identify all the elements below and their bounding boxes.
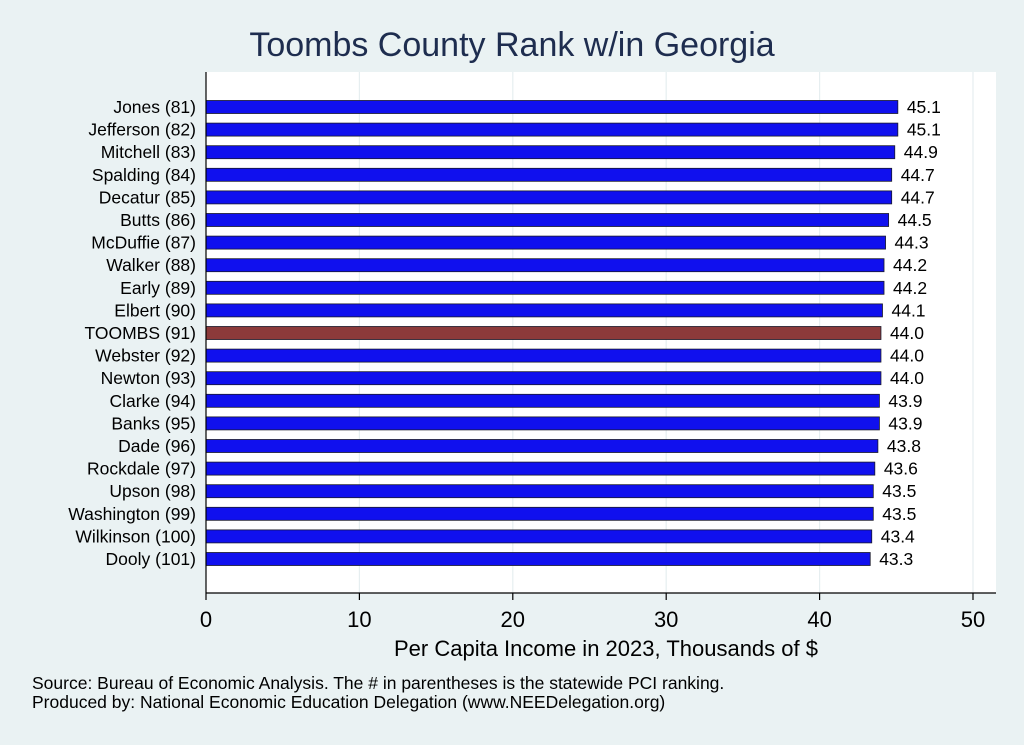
x-tick-label: 40 [807, 607, 831, 632]
value-label: 43.3 [879, 549, 913, 569]
bar [205, 506, 874, 521]
bar [205, 552, 871, 566]
source-note: Source: Bureau of Economic Analysis. The… [32, 673, 725, 693]
value-label: 44.2 [893, 278, 927, 298]
bar [205, 371, 882, 386]
value-label: 45.1 [907, 97, 941, 117]
value-labels: 45.145.144.944.744.744.544.344.244.244.1… [879, 97, 941, 569]
category-label: Newton (93) [101, 368, 196, 388]
category-label: Washington (99) [68, 504, 196, 524]
bar [205, 303, 883, 318]
bar [205, 348, 882, 363]
value-label: 43.6 [884, 459, 918, 479]
category-label: TOOMBS (91) [84, 323, 196, 343]
bar [205, 122, 899, 137]
bar [205, 280, 885, 295]
producer-note: Produced by: National Economic Education… [32, 692, 666, 712]
x-tick-label: 0 [200, 607, 212, 632]
bar-highlight [205, 326, 882, 340]
value-label: 44.7 [901, 165, 935, 185]
x-tick-label: 30 [654, 607, 678, 632]
bar [205, 235, 886, 250]
value-label: 44.1 [891, 300, 925, 320]
value-label: 44.0 [890, 323, 924, 343]
bar [205, 393, 880, 408]
x-axis-title: Per Capita Income in 2023, Thousands of … [394, 636, 818, 661]
value-label: 43.9 [888, 391, 922, 411]
value-label: 44.2 [893, 255, 927, 275]
x-tick-label: 10 [347, 607, 371, 632]
value-label: 44.5 [898, 210, 932, 230]
axes: 0 10 20 30 40 50 [200, 72, 996, 632]
category-label: Spalding (84) [92, 165, 196, 185]
bars [205, 100, 899, 566]
bar [205, 213, 890, 227]
category-label: Butts (86) [120, 210, 196, 230]
bar [205, 461, 876, 476]
value-label: 43.5 [882, 504, 916, 524]
value-label: 43.4 [881, 526, 915, 546]
bar [205, 167, 893, 182]
bar [205, 258, 885, 273]
value-label: 45.1 [907, 120, 941, 140]
bar [205, 529, 873, 544]
bar [205, 439, 879, 453]
chart-title: Toombs County Rank w/in Georgia [249, 26, 775, 64]
category-labels: Jones (81) Jefferson (82)Mitchell (83) Spa… [68, 97, 196, 569]
category-label: Webster (92) [95, 346, 196, 366]
category-label: Upson (98) [109, 481, 196, 501]
category-label: Dooly (101) [106, 549, 196, 569]
bar [205, 145, 896, 160]
category-label: Jefferson (82) [88, 120, 196, 140]
value-label: 43.9 [888, 413, 922, 433]
bar [205, 100, 899, 114]
value-label: 44.0 [890, 346, 924, 366]
value-label: 44.3 [895, 233, 929, 253]
category-label: Rockdale (97) [87, 459, 196, 479]
bar [205, 484, 874, 499]
category-label: Banks (95) [111, 413, 196, 433]
category-label: Dade (96) [118, 436, 196, 456]
category-label: Walker (88) [106, 255, 196, 275]
bar [205, 190, 893, 205]
category-label: Early (89) [120, 278, 196, 298]
bar [205, 416, 880, 431]
category-label: Elbert (90) [114, 300, 196, 320]
category-label: Wilkinson (100) [75, 526, 196, 546]
category-label: McDuffie (87) [91, 233, 196, 253]
value-label: 44.9 [904, 142, 938, 162]
value-label: 44.0 [890, 368, 924, 388]
category-label: Clarke (94) [109, 391, 196, 411]
value-label: 43.8 [887, 436, 921, 456]
x-tick-label: 50 [961, 607, 985, 632]
value-label: 43.5 [882, 481, 916, 501]
x-tick-label: 20 [501, 607, 525, 632]
category-label: Decatur (85) [99, 187, 196, 207]
category-label: Jones (81) [113, 97, 196, 117]
category-label: Mitchell (83) [101, 142, 196, 162]
value-label: 44.7 [901, 187, 935, 207]
